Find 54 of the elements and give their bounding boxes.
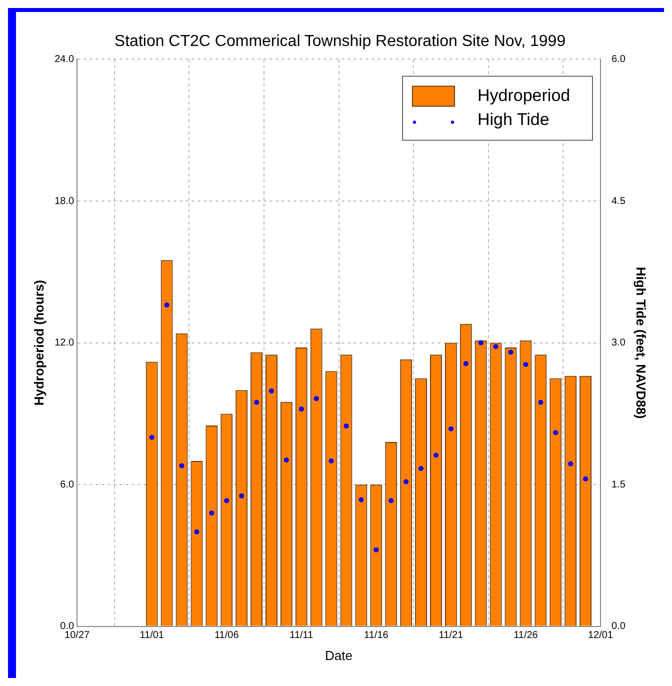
point <box>404 479 409 484</box>
x-tick-label: 11/01 <box>140 630 164 642</box>
point <box>388 498 394 504</box>
y-tick-label: 24.0 <box>54 54 74 65</box>
point <box>418 466 424 472</box>
y-tick-label: 6.0 <box>60 479 74 490</box>
point <box>493 344 498 350</box>
point <box>284 458 289 463</box>
x-tick-label: 12/01 <box>588 630 614 642</box>
point <box>344 423 349 428</box>
point <box>224 498 230 504</box>
point <box>553 430 558 436</box>
y-tick-label: 0.0 <box>60 621 74 632</box>
y2-tick-label: 1.5 <box>612 479 626 490</box>
legend-label: High Tide <box>478 110 550 129</box>
y2-tick-label: 4.5 <box>612 196 626 207</box>
point <box>508 350 514 355</box>
point <box>298 406 304 412</box>
point <box>463 361 468 366</box>
y2-tick-label: 6.0 <box>612 54 626 65</box>
point <box>239 493 244 498</box>
point <box>583 476 588 482</box>
y-tick-label: 18.0 <box>54 196 74 207</box>
x-tick-label: 11/06 <box>214 630 240 642</box>
x-tick-label: 11/11 <box>290 630 314 642</box>
point <box>194 529 200 534</box>
point <box>538 400 544 405</box>
point <box>328 458 334 464</box>
point <box>478 340 484 346</box>
point <box>149 434 154 440</box>
y-tick-label: 12.0 <box>54 338 74 349</box>
x-tick-label: 11/26 <box>514 630 538 642</box>
x-tick-label: 10/27 <box>64 630 90 642</box>
point <box>268 388 274 394</box>
point <box>314 396 319 402</box>
chart-title: Station CT2C Commerical Township Restoration Site Nov, 1999 <box>114 33 566 50</box>
point <box>433 452 438 458</box>
point <box>568 461 574 466</box>
point <box>179 463 184 468</box>
x-tick-label: 11/21 <box>438 630 464 642</box>
y2-tick-label: 0.0 <box>612 621 626 632</box>
point <box>164 302 170 308</box>
point <box>254 400 260 405</box>
y2-tick-label: 3.0 <box>612 338 626 349</box>
point <box>358 497 364 502</box>
x-axis-title: Date <box>325 648 353 663</box>
y2-axis-title: High Tide (feet, NAVD88) <box>634 266 649 419</box>
point <box>209 510 214 516</box>
point <box>523 362 528 368</box>
x-tick-label: 11/16 <box>364 630 389 642</box>
point <box>374 547 379 552</box>
legend-label: Hydroperiod <box>478 86 570 105</box>
y-axis-title: Hydroperiod (hours) <box>31 280 46 406</box>
point <box>448 426 454 432</box>
